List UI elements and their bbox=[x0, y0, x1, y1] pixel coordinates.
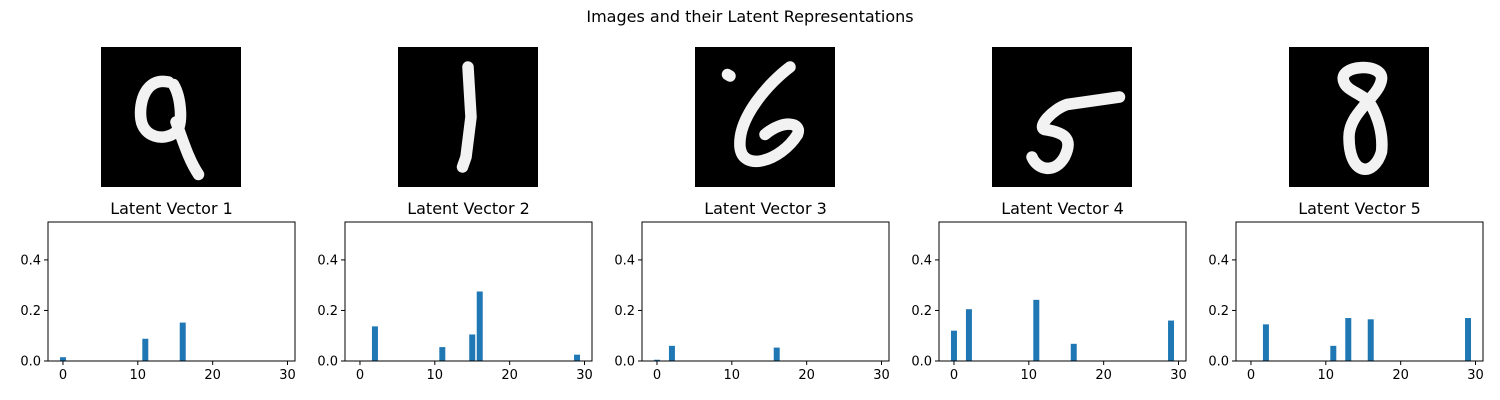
digit-stroke bbox=[721, 61, 804, 168]
digit-image bbox=[398, 47, 538, 187]
bar bbox=[371, 326, 378, 361]
bar bbox=[1070, 343, 1077, 361]
bar bbox=[1465, 318, 1472, 361]
bar bbox=[1330, 345, 1337, 361]
panel-5: Latent Vector 5 0 10 20 30 0.0 0.2 0.4 bbox=[1208, 47, 1484, 383]
panel-2: Latent Vector 2 0 10 20 30 0.0 0.2 0.4 bbox=[317, 47, 593, 383]
y-tick-label: 0.4 bbox=[317, 253, 338, 268]
x-tick-label: 10 bbox=[724, 368, 741, 383]
bar bbox=[1168, 320, 1175, 361]
bar bbox=[653, 359, 660, 361]
x-tick-label: 20 bbox=[204, 368, 221, 383]
axes-frame bbox=[641, 221, 890, 362]
bar bbox=[668, 345, 675, 361]
axes-frame bbox=[1235, 221, 1484, 362]
x-tick-label: 10 bbox=[130, 368, 147, 383]
y-tick-label: 0.2 bbox=[20, 304, 41, 319]
chart-title: Latent Vector 2 bbox=[407, 199, 530, 218]
x-tick-label: 30 bbox=[873, 368, 890, 383]
y-tick-label: 0.2 bbox=[911, 304, 932, 319]
x-tick-label: 0 bbox=[1247, 368, 1255, 383]
x-tick-label: 20 bbox=[501, 368, 518, 383]
axes-frame bbox=[47, 221, 296, 362]
panel-4: Latent Vector 4 0 10 20 30 0.0 0.2 0.4 bbox=[911, 47, 1187, 383]
digit-image-background bbox=[695, 47, 835, 187]
chart-title: Latent Vector 4 bbox=[1001, 199, 1124, 218]
bar bbox=[439, 347, 446, 361]
x-tick-label: 30 bbox=[1170, 368, 1187, 383]
bar bbox=[59, 357, 66, 361]
x-tick-label: 20 bbox=[1095, 368, 1112, 383]
digit-image bbox=[992, 47, 1132, 187]
bar bbox=[1345, 318, 1352, 361]
bar bbox=[1262, 324, 1269, 361]
x-tick-label: 20 bbox=[798, 368, 815, 383]
figure-title: Images and their Latent Representations bbox=[586, 7, 913, 26]
bar bbox=[476, 291, 483, 361]
axes-frame bbox=[938, 221, 1187, 362]
bar bbox=[574, 354, 581, 361]
y-tick-label: 0.4 bbox=[1208, 253, 1229, 268]
chart-title: Latent Vector 1 bbox=[110, 199, 233, 218]
bar bbox=[1033, 299, 1040, 361]
axes-frame bbox=[344, 221, 593, 362]
y-tick-label: 0.0 bbox=[911, 355, 932, 370]
bar bbox=[142, 338, 149, 361]
bar bbox=[469, 334, 476, 361]
x-tick-label: 10 bbox=[1021, 368, 1038, 383]
digit-image bbox=[1289, 47, 1429, 187]
digit-stroke bbox=[134, 75, 205, 181]
y-tick-label: 0.2 bbox=[317, 304, 338, 319]
y-tick-label: 0.2 bbox=[614, 304, 635, 319]
digit-image-background bbox=[101, 47, 241, 187]
x-tick-label: 30 bbox=[279, 368, 296, 383]
bar bbox=[773, 347, 780, 361]
digit-stroke bbox=[1337, 61, 1388, 175]
digit-image bbox=[695, 47, 835, 187]
y-tick-label: 0.4 bbox=[911, 253, 932, 268]
bar bbox=[179, 322, 186, 361]
x-tick-label: 10 bbox=[1318, 368, 1335, 383]
y-tick-label: 0.0 bbox=[317, 355, 338, 370]
bar bbox=[950, 330, 957, 361]
x-tick-label: 0 bbox=[653, 368, 661, 383]
chart-title: Latent Vector 5 bbox=[1298, 199, 1421, 218]
y-tick-label: 0.4 bbox=[614, 253, 635, 268]
x-tick-label: 0 bbox=[356, 368, 364, 383]
panel-3: Latent Vector 3 0 10 20 30 0.0 0.2 0.4 bbox=[614, 47, 890, 383]
x-tick-label: 0 bbox=[59, 368, 67, 383]
y-tick-label: 0.4 bbox=[20, 253, 41, 268]
x-tick-label: 30 bbox=[576, 368, 593, 383]
y-tick-label: 0.0 bbox=[1208, 355, 1229, 370]
digit-stroke bbox=[1026, 91, 1126, 174]
x-tick-label: 10 bbox=[427, 368, 444, 383]
digit-image bbox=[101, 47, 241, 187]
x-tick-label: 30 bbox=[1467, 368, 1484, 383]
y-tick-label: 0.0 bbox=[614, 355, 635, 370]
bar bbox=[1367, 319, 1374, 361]
x-tick-label: 20 bbox=[1392, 368, 1409, 383]
x-tick-label: 0 bbox=[950, 368, 958, 383]
panel-1: Latent Vector 1 0 10 20 30 0.0 0.2 0.4 bbox=[20, 47, 296, 383]
digit-stroke bbox=[456, 61, 477, 173]
y-tick-label: 0.0 bbox=[20, 355, 41, 370]
chart-title: Latent Vector 3 bbox=[704, 199, 827, 218]
y-tick-label: 0.2 bbox=[1208, 304, 1229, 319]
bar bbox=[965, 309, 972, 361]
